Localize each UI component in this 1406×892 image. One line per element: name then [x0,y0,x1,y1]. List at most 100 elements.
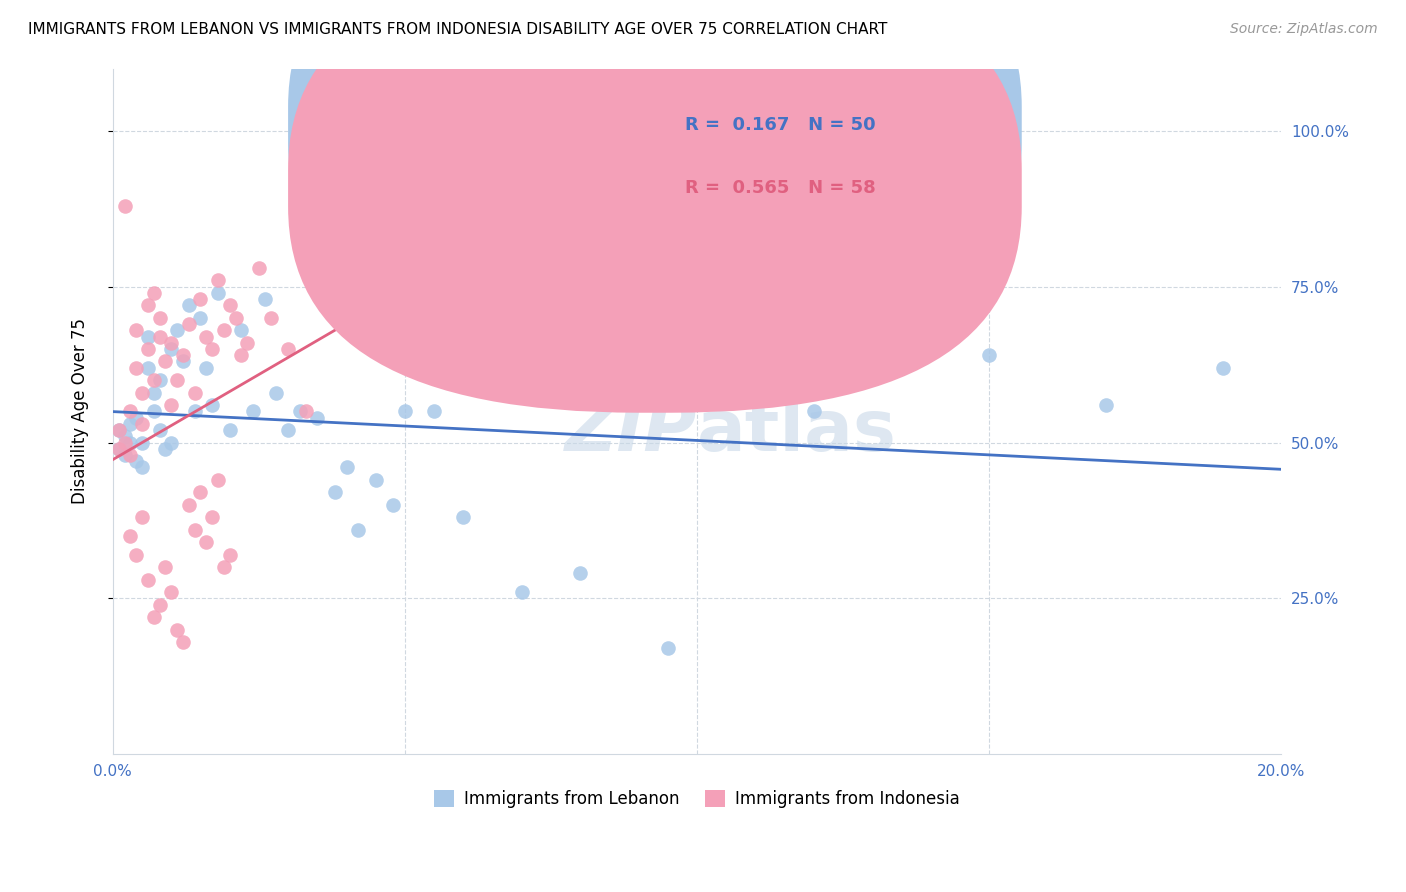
Point [166,373,188,387]
Point [242,404,264,418]
Point [172,354,194,368]
FancyBboxPatch shape [288,0,1022,413]
Point [207,273,229,287]
Point [323,485,346,500]
Point [136,573,159,587]
Point [107,423,129,437]
Point [803,404,825,418]
Point [277,423,299,437]
Point [125,548,148,562]
Point [155,354,177,368]
Point [218,298,240,312]
Point [423,404,446,418]
FancyBboxPatch shape [621,106,972,219]
Point [259,310,281,325]
FancyBboxPatch shape [288,0,1022,350]
Point [183,404,205,418]
Point [218,423,240,437]
Point [201,510,224,524]
Point [114,435,136,450]
Point [312,248,335,262]
Point [125,454,148,468]
Point [131,460,153,475]
Text: atlas: atlas [697,398,897,467]
Point [453,510,475,524]
Point [142,385,165,400]
Point [131,385,153,400]
Point [120,529,142,543]
Point [125,410,148,425]
Point [288,404,311,418]
Point [131,417,153,431]
Point [107,442,129,456]
Point [212,323,235,337]
Point [148,373,170,387]
Point [160,335,183,350]
Point [114,429,136,443]
Text: Source: ZipAtlas.com: Source: ZipAtlas.com [1230,22,1378,37]
Point [236,335,259,350]
Point [120,417,142,431]
Point [107,423,129,437]
Point [195,360,218,375]
Point [172,635,194,649]
Point [190,485,212,500]
Point [114,448,136,462]
Point [207,473,229,487]
Point [142,373,165,387]
Point [201,398,224,412]
Point [131,435,153,450]
Point [177,317,200,331]
Point [977,348,1000,362]
Point [207,285,229,300]
Y-axis label: Disability Age Over 75: Disability Age Over 75 [72,318,89,504]
Point [120,435,142,450]
Point [218,548,240,562]
Point [125,360,148,375]
Point [142,404,165,418]
Point [569,566,592,581]
Point [107,442,129,456]
Point [294,404,316,418]
Point [142,285,165,300]
Point [307,410,329,425]
Point [347,523,370,537]
Point [657,641,679,656]
Text: R =  0.167   N = 50: R = 0.167 N = 50 [685,116,876,134]
Point [148,598,170,612]
Text: IMMIGRANTS FROM LEBANON VS IMMIGRANTS FROM INDONESIA DISABILITY AGE OVER 75 CORR: IMMIGRANTS FROM LEBANON VS IMMIGRANTS FR… [28,22,887,37]
Point [201,342,224,356]
Point [160,585,183,599]
Point [120,404,142,418]
Point [382,498,405,512]
Point [394,404,416,418]
Point [136,360,159,375]
Point [177,298,200,312]
Point [266,385,288,400]
Point [1095,398,1118,412]
Point [166,323,188,337]
Point [148,423,170,437]
Point [136,298,159,312]
Point [247,260,270,275]
Text: ZIP: ZIP [565,398,697,467]
Point [231,348,253,362]
Point [114,199,136,213]
Point [510,585,533,599]
Point [212,560,235,574]
Point [172,348,194,362]
Point [253,292,276,306]
Text: R =  0.565   N = 58: R = 0.565 N = 58 [685,179,876,197]
Point [190,292,212,306]
Point [183,385,205,400]
Point [166,623,188,637]
Point [125,323,148,337]
Point [160,398,183,412]
Point [160,435,183,450]
Point [131,510,153,524]
Point [364,473,387,487]
Point [155,560,177,574]
Point [1212,360,1234,375]
Point [177,498,200,512]
Point [160,342,183,356]
